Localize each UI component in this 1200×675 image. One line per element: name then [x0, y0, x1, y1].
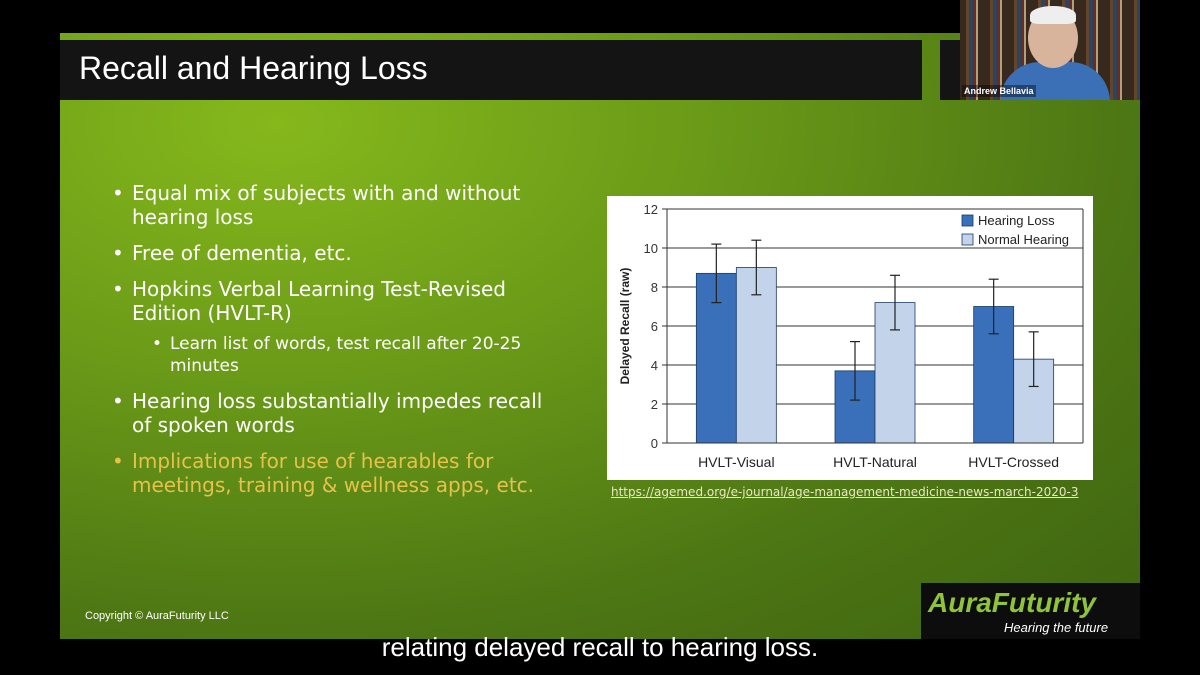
bullet-list: Equal mix of subjects with and without h… [110, 181, 560, 509]
title-bar: Recall and Hearing Loss [60, 40, 922, 100]
sub-bullet-item: Learn list of words, test recall after 2… [110, 333, 560, 377]
legend-swatch [961, 214, 974, 227]
participant-shirt [1000, 62, 1110, 100]
bullet-item: Free of dementia, etc. [110, 241, 560, 265]
y-tick-label: 12 [644, 202, 658, 217]
bullet-item: Equal mix of subjects with and without h… [110, 181, 560, 229]
legend-label: Normal Hearing [978, 232, 1069, 247]
y-tick-label: 6 [651, 319, 658, 334]
copyright-text: Copyright © AuraFuturity LLC [85, 610, 229, 622]
participant-name: Andrew Bellavia [962, 85, 1036, 97]
logo-tagline: Hearing the future [1004, 620, 1109, 635]
recall-chart: 0 2 4 6 8 10 12 Delayed Recall (raw) HVLT-Visual… [607, 196, 1093, 480]
bullet-item: Hopkins Verbal Learning Test-Revised Edi… [110, 277, 560, 325]
x-tick-label: HVLT-Crossed [968, 454, 1059, 470]
participant-hair [1030, 6, 1076, 24]
x-tick-label: HVLT-Natural [833, 454, 917, 470]
slide-title: Recall and Hearing Loss [79, 50, 428, 86]
bullet-item-highlight: Implications for use of hearables for me… [110, 449, 560, 497]
bar-chart-svg: 0 2 4 6 8 10 12 Delayed Recall (raw) HVLT-Visual… [618, 202, 1084, 470]
y-axis-label: Delayed Recall (raw) [618, 268, 632, 385]
y-tick-label: 10 [644, 241, 658, 256]
subtitle-caption: relating delayed recall to hearing loss. [381, 632, 819, 662]
bullet-item: Hearing loss substantially impedes recal… [110, 389, 560, 437]
logo-wordmark: AuraFuturity [928, 587, 1097, 618]
video-thumbnail[interactable]: Andrew Bellavia [960, 0, 1140, 100]
y-tick-label: 4 [651, 358, 658, 373]
slide: Recall and Hearing Loss Equal mix of sub… [60, 33, 1140, 639]
aurafuturity-logo: AuraFuturity Hearing the future [921, 583, 1140, 639]
x-tick-label: HVLT-Visual [698, 454, 775, 470]
legend-swatch [961, 233, 974, 246]
source-link[interactable]: https://agemed.org/e-journal/age-managem… [611, 485, 1079, 499]
y-tick-label: 0 [651, 436, 658, 451]
y-tick-label: 2 [651, 397, 658, 412]
legend-label: Hearing Loss [978, 213, 1055, 228]
y-tick-label: 8 [651, 280, 658, 295]
